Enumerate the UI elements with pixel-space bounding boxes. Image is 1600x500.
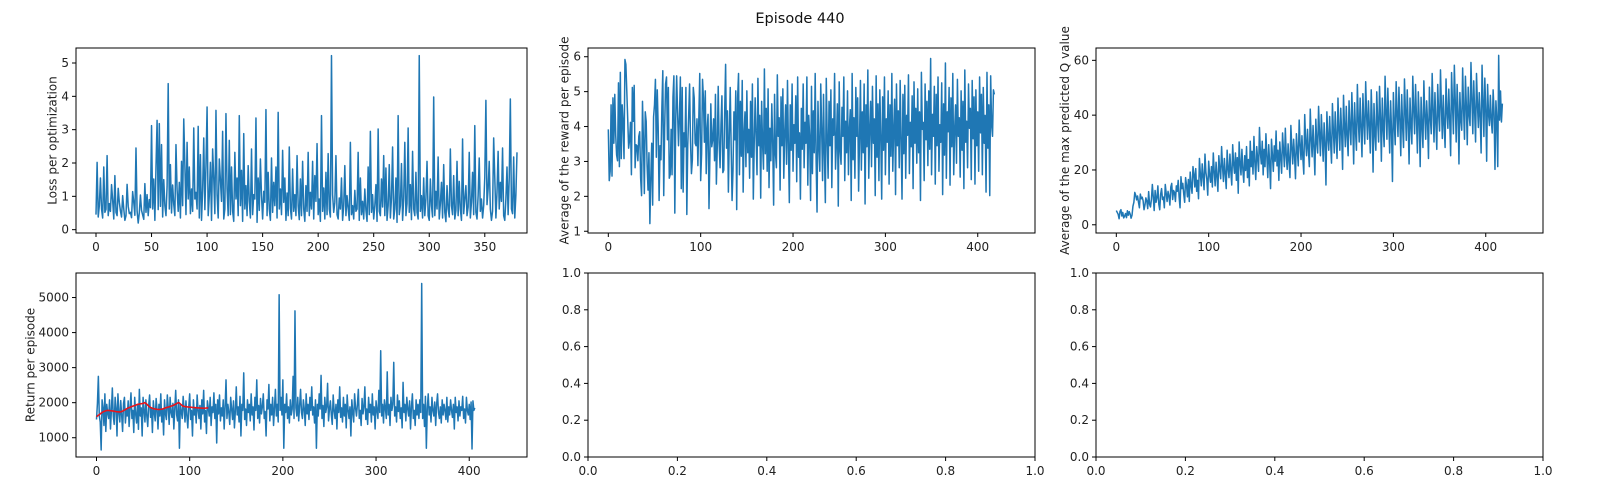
y-tick-label: 1 xyxy=(61,189,69,203)
x-tick-label: 0.4 xyxy=(757,464,776,478)
x-tick-label: 1.0 xyxy=(1025,464,1044,478)
y-tick-label: 0.6 xyxy=(1070,340,1089,354)
x-tick-label: 0.4 xyxy=(1265,464,1284,478)
x-tick-label: 1.0 xyxy=(1533,464,1552,478)
subplot-6: 0.0 0.2 0.4 0.6 0.8 1.0 0.0 0.2 0.4 0.6 0.8 1.0 xyxy=(1070,266,1553,478)
x-tick-label: 200 xyxy=(307,240,330,254)
y-axis-label: Loss per optimization xyxy=(46,76,60,205)
x-tick-label: 100 xyxy=(196,240,219,254)
x-tick-label: 300 xyxy=(418,240,441,254)
x-tick-label: 200 xyxy=(271,464,294,478)
y-tick-label: 2 xyxy=(573,189,581,203)
subplot-4: 0 100 200 300 400 1000 2000 3000 4000 5000Return … xyxy=(23,272,528,478)
figure-title: Episode 440 xyxy=(755,11,844,27)
y-tick-label: 1.0 xyxy=(562,266,581,280)
y-tick-label: 0.2 xyxy=(1070,413,1089,427)
x-tick-label: 300 xyxy=(365,464,388,478)
axes-frame xyxy=(75,47,528,234)
x-tick-label: 300 xyxy=(1382,240,1405,254)
series-line xyxy=(607,57,996,225)
x-tick-label: 400 xyxy=(966,240,989,254)
x-tick-label: 150 xyxy=(251,240,274,254)
y-tick-label: 0.0 xyxy=(1070,450,1089,464)
y-tick-label: 0 xyxy=(61,223,69,237)
series-line xyxy=(95,282,476,451)
y-tick-label: 3000 xyxy=(38,361,69,375)
x-tick-label: 400 xyxy=(458,464,481,478)
x-tick-label: 200 xyxy=(1290,240,1313,254)
y-tick-label: 5 xyxy=(573,85,581,99)
axes-frame xyxy=(75,272,528,458)
x-tick-label: 0.8 xyxy=(1444,464,1463,478)
y-tick-label: 4 xyxy=(573,120,581,134)
x-tick-label: 200 xyxy=(782,240,805,254)
y-tick-label: 5000 xyxy=(38,291,69,305)
axes-frame xyxy=(587,272,1036,458)
y-tick-label: 4 xyxy=(61,89,69,103)
y-tick-label: 0.6 xyxy=(562,340,581,354)
y-tick-label: 0.4 xyxy=(562,376,581,390)
x-tick-label: 0.8 xyxy=(936,464,955,478)
y-tick-label: 1.0 xyxy=(1070,266,1089,280)
y-axis-label: Average of the reward per episode xyxy=(558,36,572,244)
x-tick-label: 100 xyxy=(1197,240,1220,254)
subplot-5: 0.0 0.2 0.4 0.6 0.8 1.0 0.0 0.2 0.4 0.6 0.8 1.0 xyxy=(562,266,1045,478)
x-tick-label: 0.6 xyxy=(847,464,866,478)
y-tick-label: 2 xyxy=(61,156,69,170)
series-line xyxy=(95,54,518,224)
y-tick-label: 5 xyxy=(61,56,69,70)
y-tick-label: 3 xyxy=(61,123,69,137)
y-tick-label: 0.8 xyxy=(1070,303,1089,317)
x-tick-label: 0 xyxy=(92,240,100,254)
axes-frame xyxy=(587,47,1036,234)
y-tick-label: 6 xyxy=(573,50,581,64)
y-tick-label: 0 xyxy=(1081,218,1089,232)
x-tick-label: 0.2 xyxy=(1176,464,1195,478)
x-tick-label: 0 xyxy=(93,464,101,478)
x-tick-label: 0.0 xyxy=(578,464,597,478)
y-axis-label: Average of the max predicted Q value xyxy=(1058,26,1072,255)
x-tick-label: 100 xyxy=(178,464,201,478)
y-tick-label: 0.0 xyxy=(562,450,581,464)
x-tick-label: 0 xyxy=(1112,240,1120,254)
y-tick-label: 20 xyxy=(1074,163,1089,177)
y-axis-label: Return per episode xyxy=(23,308,37,422)
y-tick-label: 0.4 xyxy=(1070,376,1089,390)
y-tick-label: 40 xyxy=(1074,108,1089,122)
y-tick-label: 1 xyxy=(573,224,581,238)
x-tick-label: 300 xyxy=(874,240,897,254)
y-tick-label: 60 xyxy=(1074,53,1089,67)
x-tick-label: 400 xyxy=(1474,240,1497,254)
x-tick-label: 250 xyxy=(362,240,385,254)
y-tick-label: 2000 xyxy=(38,396,69,410)
y-tick-label: 0.2 xyxy=(562,413,581,427)
y-tick-label: 3 xyxy=(573,154,581,168)
axes-frame xyxy=(1095,47,1544,234)
y-tick-label: 4000 xyxy=(38,326,69,340)
moving-average-line xyxy=(96,401,209,418)
x-tick-label: 50 xyxy=(144,240,159,254)
x-tick-label: 100 xyxy=(689,240,712,254)
y-tick-label: 0.8 xyxy=(562,303,581,317)
x-tick-label: 350 xyxy=(473,240,496,254)
series-line xyxy=(1115,54,1504,220)
x-tick-label: 0.2 xyxy=(668,464,687,478)
axes-frame xyxy=(1095,272,1544,458)
y-tick-label: 1000 xyxy=(38,431,69,445)
x-tick-label: 0.0 xyxy=(1086,464,1105,478)
x-tick-label: 0 xyxy=(604,240,612,254)
x-tick-label: 0.6 xyxy=(1355,464,1374,478)
